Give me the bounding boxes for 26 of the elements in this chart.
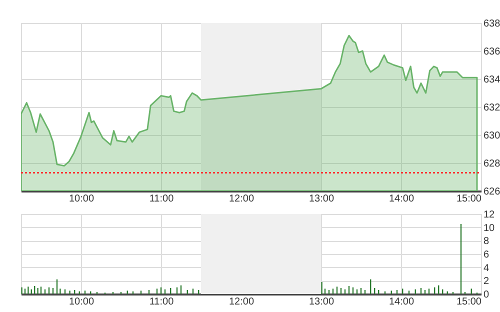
y-tick-label: 8 bbox=[484, 236, 490, 248]
x-tick-label: 15:00 bbox=[456, 194, 482, 204]
y-tick-label: 630 bbox=[484, 130, 500, 142]
y-tick-label: 6 bbox=[484, 250, 490, 260]
x-tick-label: 12:00 bbox=[228, 296, 254, 308]
x-tick-label: 11:00 bbox=[149, 194, 174, 204]
x-tick-label: 14:00 bbox=[388, 296, 414, 308]
y-tick-label: 2 bbox=[484, 276, 490, 288]
y-tick-label: 12 bbox=[484, 210, 496, 220]
y-tick-label: 628 bbox=[484, 158, 500, 170]
y-tick-label: 4 bbox=[484, 262, 490, 274]
y-tick-label: 0 bbox=[484, 290, 490, 300]
y-tick-label: 626 bbox=[484, 186, 500, 198]
x-tick-label: 10:00 bbox=[68, 194, 94, 204]
y-tick-label: 636 bbox=[484, 46, 500, 58]
x-tick-label: 12:00 bbox=[228, 194, 254, 204]
x-tick-label: 14:00 bbox=[388, 194, 414, 204]
y-tick-label: 10 bbox=[484, 222, 496, 234]
x-tick-label: 10:00 bbox=[68, 296, 94, 308]
y-tick-label: 638 bbox=[484, 18, 500, 30]
x-tick-label: 13:00 bbox=[308, 296, 334, 308]
x-tick-label: 13:00 bbox=[308, 194, 334, 204]
y-tick-label: 632 bbox=[484, 102, 500, 114]
x-tick-label: 11:00 bbox=[149, 296, 174, 308]
y-tick-label: 634 bbox=[484, 74, 500, 86]
x-tick-label: 15:00 bbox=[456, 296, 482, 308]
